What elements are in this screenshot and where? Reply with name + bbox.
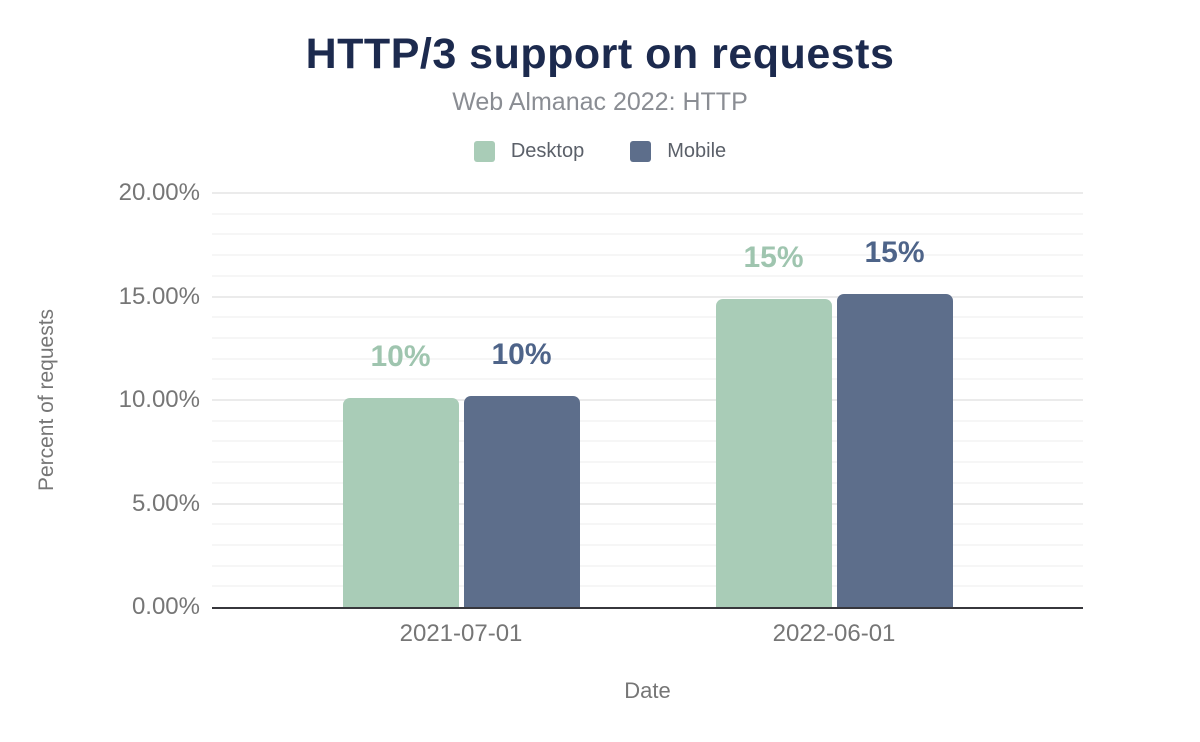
minor-gridline	[212, 316, 1083, 319]
legend-label: Desktop	[510, 140, 585, 162]
major-gridline	[212, 502, 1083, 505]
minor-gridline	[212, 543, 1083, 546]
y-tick-label: 15.00%	[118, 282, 200, 310]
major-gridline	[212, 295, 1083, 298]
bar-value-label: 10%	[370, 339, 431, 373]
minor-gridline	[212, 274, 1083, 277]
minor-gridline	[212, 336, 1083, 339]
x-axis-tick-labels: 2021-07-01 2022-06-01	[212, 620, 1083, 650]
legend-swatch-icon	[473, 141, 495, 162]
x-tick-label: 2021-07-01	[399, 620, 523, 647]
bar-value-label: 15%	[743, 240, 804, 274]
minor-gridline	[212, 419, 1083, 422]
minor-gridline	[212, 357, 1083, 360]
bar-value-label: 15%	[864, 236, 925, 270]
bar-desktop-2022-06-01: 15%	[715, 241, 832, 607]
legend-swatch-icon	[630, 141, 652, 162]
legend-label: Mobile	[667, 140, 727, 162]
chart-title: HTTP/3 support on requests	[305, 30, 895, 78]
y-tick-label: 0.00%	[131, 593, 200, 620]
minor-gridline	[212, 254, 1083, 257]
bars-container: 10% 10% 15% 15%	[212, 193, 1083, 607]
minor-gridline	[212, 481, 1083, 484]
bar-mobile-2021-07-01: 10%	[463, 338, 580, 607]
major-gridline	[212, 399, 1083, 401]
legend-item-mobile: Mobile	[630, 140, 726, 163]
minor-gridline	[212, 378, 1083, 381]
minor-gridline	[212, 523, 1083, 526]
y-tick-label: 5.00%	[131, 489, 200, 517]
minor-gridline	[212, 440, 1083, 443]
minor-gridline	[212, 585, 1083, 588]
x-tick-label: 2022-06-01	[772, 620, 896, 647]
y-tick-label: 10.00%	[118, 386, 200, 413]
minor-gridline	[212, 461, 1083, 464]
bar-mobile-2022-06-01: 15%	[836, 236, 953, 607]
legend: Desktop Mobile	[0, 140, 1200, 163]
major-gridline	[212, 192, 1083, 194]
plot-area: 10% 10% 15% 15%	[212, 192, 1083, 609]
chart-subtitle: Web Almanac 2022: HTTP	[452, 88, 748, 116]
bar-group-2021-07-01: 10% 10%	[342, 338, 580, 607]
minor-gridline	[212, 212, 1083, 215]
legend-item-desktop: Desktop	[473, 140, 585, 163]
minor-gridline	[212, 564, 1083, 567]
bar-value-label: 10%	[491, 337, 552, 371]
x-axis-title: Date	[624, 678, 671, 703]
y-axis-tick-labels: 0.00% 5.00% 10.00% 15.00% 20.00%	[0, 180, 200, 620]
bar-group-2022-06-01: 15% 15%	[715, 236, 953, 607]
minor-gridline	[212, 233, 1083, 236]
bar-desktop-2021-07-01: 10%	[342, 340, 459, 607]
y-tick-label: 20.00%	[118, 179, 200, 206]
